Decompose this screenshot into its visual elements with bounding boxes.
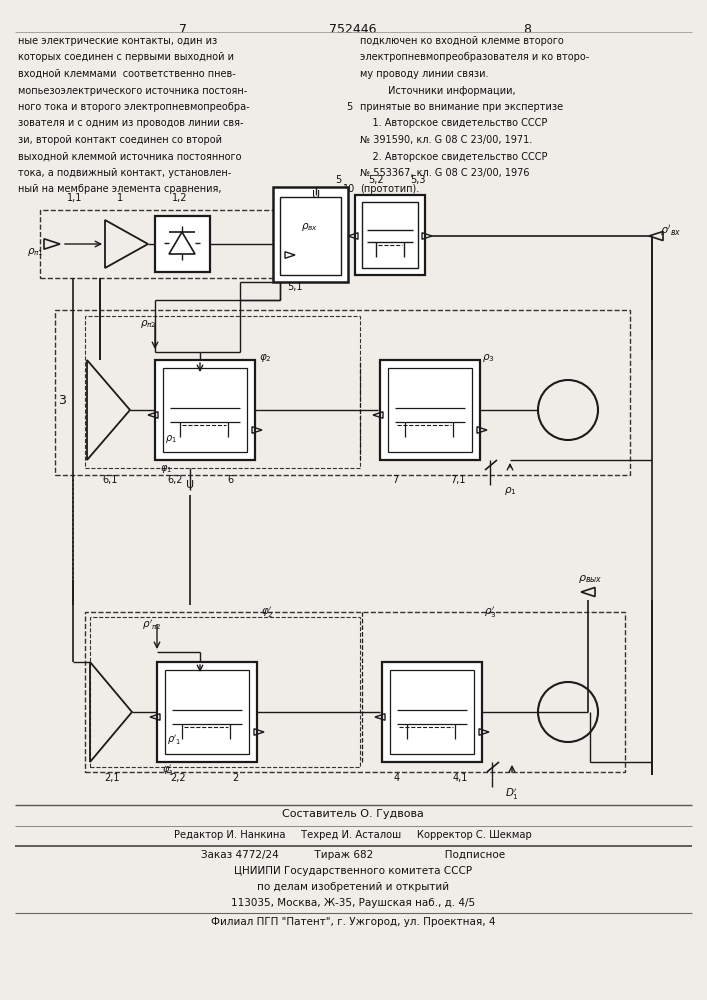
Text: ного тока и второго электропневмопреобра-: ного тока и второго электропневмопреобра… — [18, 102, 250, 112]
Text: 1,1: 1,1 — [67, 193, 83, 203]
Text: Заказ 4772/24           Тираж 682                      Подписное: Заказ 4772/24 Тираж 682 Подписное — [201, 850, 505, 860]
Text: $\rho_{\pi 2}$: $\rho_{\pi 2}$ — [140, 318, 157, 330]
Text: ный на мембране элемента сравнения,: ный на мембране элемента сравнения, — [18, 184, 221, 194]
Text: выходной клеммой источника постоянного: выходной клеммой источника постоянного — [18, 151, 242, 161]
Text: $\rho_{\mathit{вх}}$: $\rho_{\mathit{вх}}$ — [301, 221, 318, 233]
Text: 4: 4 — [394, 773, 400, 783]
Text: 5,1: 5,1 — [287, 282, 303, 292]
Text: ные электрические контакты, один из: ные электрические контакты, один из — [18, 36, 217, 46]
Text: $\rho_1$: $\rho_1$ — [503, 485, 516, 497]
Text: $\rho'_1$: $\rho'_1$ — [167, 733, 182, 747]
Text: 10: 10 — [343, 184, 355, 194]
Bar — [390, 670, 474, 754]
Text: 752446: 752446 — [329, 23, 377, 36]
Bar — [155, 360, 255, 460]
Text: U: U — [312, 190, 320, 200]
Text: № 553367, кл. G 08 С 23/00, 1976: № 553367, кл. G 08 С 23/00, 1976 — [360, 168, 530, 178]
Text: 5: 5 — [335, 175, 341, 185]
Text: № 391590, кл. G 08 С 23/00, 1971.: № 391590, кл. G 08 С 23/00, 1971. — [360, 135, 532, 145]
Bar — [55, 310, 630, 475]
Bar — [90, 617, 360, 767]
Text: тока, а подвижный контакт, установлен-: тока, а подвижный контакт, установлен- — [18, 168, 231, 178]
Bar — [355, 195, 425, 275]
Text: 1: 1 — [117, 193, 123, 203]
Text: $\rho'_{\mathit{вх}}$: $\rho'_{\mathit{вх}}$ — [660, 223, 682, 237]
Text: принятые во внимание при экспертизе: принятые во внимание при экспертизе — [360, 102, 563, 112]
Bar — [85, 316, 360, 468]
Text: 7: 7 — [179, 23, 187, 36]
Text: 6: 6 — [227, 475, 233, 485]
Text: Филиал ПГП "Патент", г. Ужгород, ул. Проектная, 4: Филиал ПГП "Патент", г. Ужгород, ул. Про… — [211, 917, 495, 927]
Text: 113035, Москва, Ж-35, Раушская наб., д. 4/5: 113035, Москва, Ж-35, Раушская наб., д. … — [231, 898, 475, 908]
Text: $\rho_3'$: $\rho_3'$ — [484, 605, 496, 620]
Text: мопьезоэлектрического источника постоян-: мопьезоэлектрического источника постоян- — [18, 86, 247, 96]
Text: 5: 5 — [346, 102, 352, 112]
Text: 2. Авторское свидетельство СССР: 2. Авторское свидетельство СССР — [360, 151, 547, 161]
Text: ЦНИИПИ Государственного комитета СССР: ЦНИИПИ Государственного комитета СССР — [234, 866, 472, 876]
Bar — [165, 670, 249, 754]
Text: $D_1'$: $D_1'$ — [505, 787, 519, 802]
Text: 2,1: 2,1 — [104, 773, 119, 783]
Text: 2,2: 2,2 — [170, 773, 186, 783]
Text: Составитель О. Гудвова: Составитель О. Гудвова — [282, 809, 424, 819]
Bar — [273, 187, 348, 282]
Text: 4,1: 4,1 — [452, 773, 468, 783]
Text: му проводу линии связи.: му проводу линии связи. — [360, 69, 489, 79]
Bar — [155, 216, 210, 272]
Text: $\varphi_2'$: $\varphi_2'$ — [261, 605, 274, 620]
Bar — [85, 612, 625, 772]
Text: 6,1: 6,1 — [103, 475, 117, 485]
Bar — [380, 360, 480, 460]
Bar — [382, 662, 482, 762]
Bar — [163, 368, 247, 452]
Text: Редактор И. Нанкина     Техред И. Асталош     Корректор С. Шекмар: Редактор И. Нанкина Техред И. Асталош Ко… — [174, 830, 532, 840]
Text: 1. Авторское свидетельство СССР: 1. Авторское свидетельство СССР — [360, 118, 547, 128]
Text: зи, второй контакт соединен со второй: зи, второй контакт соединен со второй — [18, 135, 222, 145]
Text: 5,3: 5,3 — [410, 175, 426, 185]
Bar — [40, 210, 275, 278]
Bar — [388, 368, 472, 452]
Text: 1,2: 1,2 — [173, 193, 188, 203]
Text: $\rho_{\pi 1}$: $\rho_{\pi 1}$ — [27, 246, 44, 258]
Text: $\varphi_2$: $\varphi_2$ — [259, 352, 271, 364]
Text: 2: 2 — [232, 773, 238, 783]
Bar — [362, 202, 418, 268]
Text: $\rho_1$: $\rho_1$ — [165, 433, 177, 445]
Text: входной клеммами  соответственно пнев-: входной клеммами соответственно пнев- — [18, 69, 235, 79]
Text: зователя и с одним из проводов линии свя-: зователя и с одним из проводов линии свя… — [18, 118, 243, 128]
Text: 6,2: 6,2 — [168, 475, 182, 485]
Text: 7: 7 — [392, 475, 398, 485]
Text: Источники информации,: Источники информации, — [360, 86, 515, 96]
Text: 8: 8 — [523, 23, 531, 36]
Bar — [157, 662, 257, 762]
Text: $\varphi_1$: $\varphi_1$ — [160, 463, 172, 475]
Text: 3: 3 — [58, 393, 66, 406]
Text: $\rho_3$: $\rho_3$ — [481, 352, 494, 364]
Text: U: U — [186, 480, 194, 490]
Text: электропневмопреобразователя и ко второ-: электропневмопреобразователя и ко второ- — [360, 52, 589, 62]
Text: 7,1: 7,1 — [450, 475, 466, 485]
Text: которых соединен с первыми выходной и: которых соединен с первыми выходной и — [18, 52, 234, 62]
Text: подключен ко входной клемме второго: подключен ко входной клемме второго — [360, 36, 563, 46]
Text: $\rho'_{\pi 2}$: $\rho'_{\pi 2}$ — [142, 618, 162, 632]
Bar — [280, 197, 341, 275]
Text: 5,2: 5,2 — [368, 175, 384, 185]
Text: $\varphi_1'$: $\varphi_1'$ — [162, 763, 174, 778]
Text: $\rho_{\mathit{вых}}$: $\rho_{\mathit{вых}}$ — [578, 573, 602, 585]
Text: по делам изобретений и открытий: по делам изобретений и открытий — [257, 882, 449, 892]
Text: (прототип).: (прототип). — [360, 184, 419, 194]
